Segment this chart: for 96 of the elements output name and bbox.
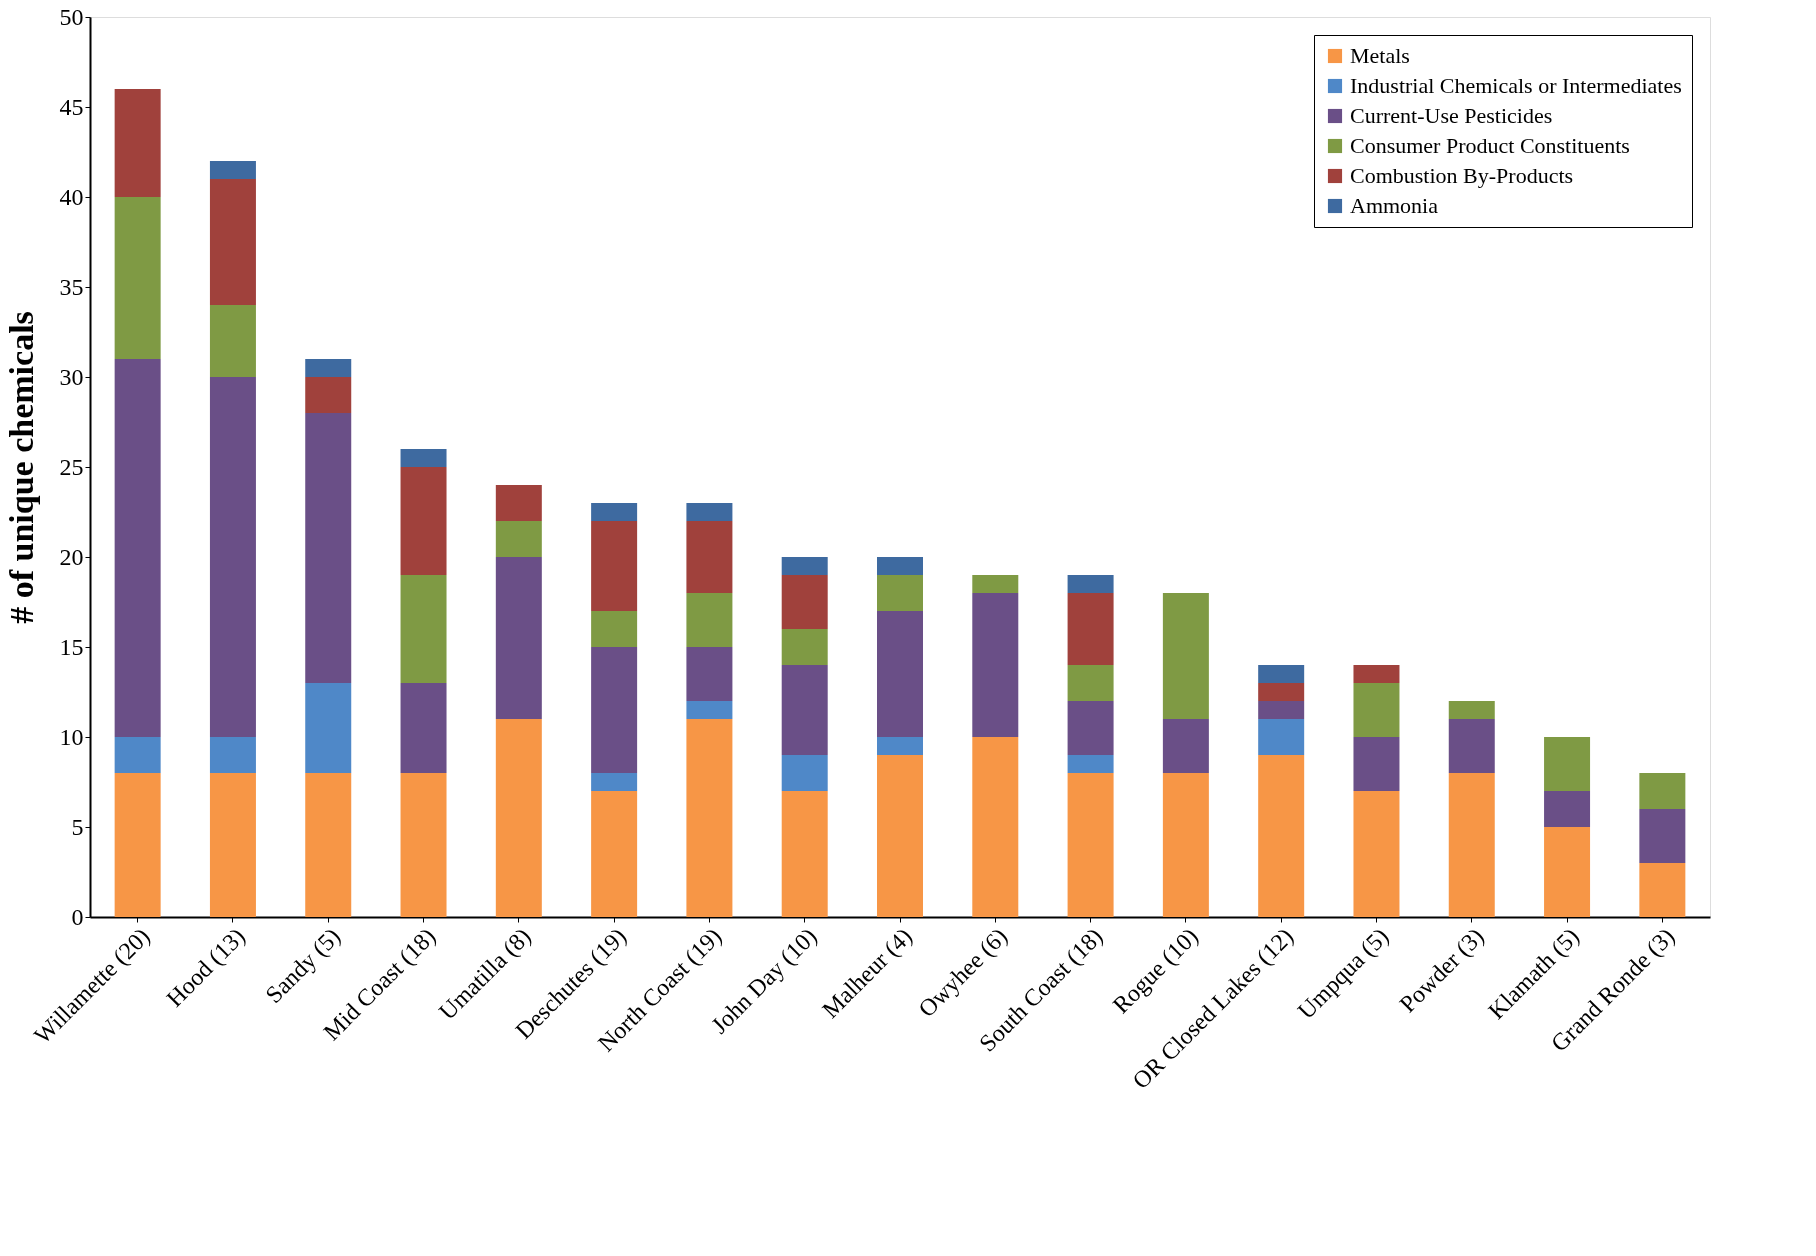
- bar: [1448, 719, 1495, 773]
- bar: [305, 413, 352, 683]
- bar: [1258, 701, 1305, 719]
- bar: [1639, 863, 1686, 917]
- y-tick-label: 25: [59, 453, 84, 480]
- bar: [781, 665, 828, 755]
- bar: [1067, 773, 1114, 917]
- bar: [1258, 665, 1305, 683]
- y-tick-label: 30: [59, 363, 84, 390]
- bar: [495, 485, 542, 521]
- bar: [305, 773, 352, 917]
- bar: [877, 755, 923, 917]
- bar: [781, 791, 828, 917]
- bar: [1639, 773, 1686, 809]
- legend-label: Consumer Product Constituents: [1350, 133, 1630, 158]
- legend-label: Industrial Chemicals or Intermediates: [1350, 73, 1682, 98]
- bar: [591, 773, 638, 791]
- bar: [1544, 737, 1591, 791]
- bar: [686, 701, 733, 719]
- bar: [400, 773, 447, 917]
- y-tick-label: 10: [59, 723, 84, 750]
- bar: [1067, 665, 1114, 701]
- bar: [209, 377, 256, 737]
- bar: [1067, 701, 1114, 755]
- bar: [591, 611, 638, 647]
- bar: [781, 755, 828, 791]
- bar: [495, 521, 542, 557]
- bar: [591, 647, 638, 773]
- bar: [1162, 719, 1209, 773]
- bar: [781, 575, 828, 629]
- bar: [781, 629, 828, 665]
- y-tick-label: 50: [59, 3, 84, 30]
- y-tick-label: 40: [59, 183, 84, 210]
- bar: [209, 737, 256, 773]
- bar: [1162, 593, 1209, 719]
- bar: [1067, 575, 1114, 593]
- bar: [877, 611, 923, 737]
- bar: [972, 593, 1019, 737]
- legend-label: Metals: [1350, 43, 1410, 68]
- bar: [686, 503, 733, 521]
- bar: [686, 719, 733, 917]
- bar: [877, 575, 923, 611]
- bar: [1639, 809, 1686, 863]
- bar: [972, 737, 1019, 917]
- y-tick-label: 20: [59, 543, 84, 570]
- bar: [1448, 773, 1495, 917]
- bar: [591, 503, 638, 521]
- bar: [1067, 593, 1114, 665]
- bar: [495, 719, 542, 917]
- bar: [1258, 719, 1305, 755]
- bar: [209, 773, 256, 917]
- bar: [305, 683, 352, 773]
- bar: [686, 521, 733, 593]
- bar: [1162, 773, 1209, 917]
- bar: [400, 683, 447, 773]
- bar: [305, 359, 352, 377]
- bar: [209, 305, 256, 377]
- legend-label: Ammonia: [1350, 193, 1439, 218]
- bar: [591, 791, 638, 917]
- bar: [400, 575, 447, 683]
- legend-label: Combustion By-Products: [1350, 163, 1574, 188]
- bar: [877, 557, 923, 575]
- bar: [1353, 737, 1400, 791]
- bar: [1448, 701, 1495, 719]
- bar: [1353, 683, 1400, 737]
- bar: [305, 377, 352, 413]
- bar: [591, 521, 638, 611]
- bar: [877, 737, 923, 755]
- bar: [114, 89, 161, 197]
- y-tick-label: 35: [59, 273, 84, 300]
- bar: [209, 161, 256, 179]
- bar: [400, 449, 447, 467]
- bar: [400, 467, 447, 575]
- bar: [114, 737, 161, 773]
- y-tick-label: 5: [71, 813, 84, 840]
- bar: [1067, 755, 1114, 773]
- bar: [114, 773, 161, 917]
- bar: [1258, 755, 1305, 917]
- bar: [686, 647, 733, 701]
- bar: [1544, 791, 1591, 827]
- bar: [114, 359, 161, 737]
- bar: [972, 575, 1019, 593]
- bar: [686, 593, 733, 647]
- bar: [1544, 827, 1591, 917]
- bar: [495, 557, 542, 719]
- bar: [114, 197, 161, 359]
- bar: [781, 557, 828, 575]
- bar: [1353, 665, 1400, 683]
- bar: [1258, 683, 1305, 701]
- y-axis-title: # of unique chemicals: [2, 311, 40, 624]
- y-tick-label: 0: [71, 903, 84, 930]
- y-tick-label: 15: [59, 633, 84, 660]
- legend-label: Current-Use Pesticides: [1350, 103, 1553, 128]
- bar: [209, 179, 256, 305]
- y-tick-label: 45: [59, 93, 84, 120]
- bar: [1353, 791, 1400, 917]
